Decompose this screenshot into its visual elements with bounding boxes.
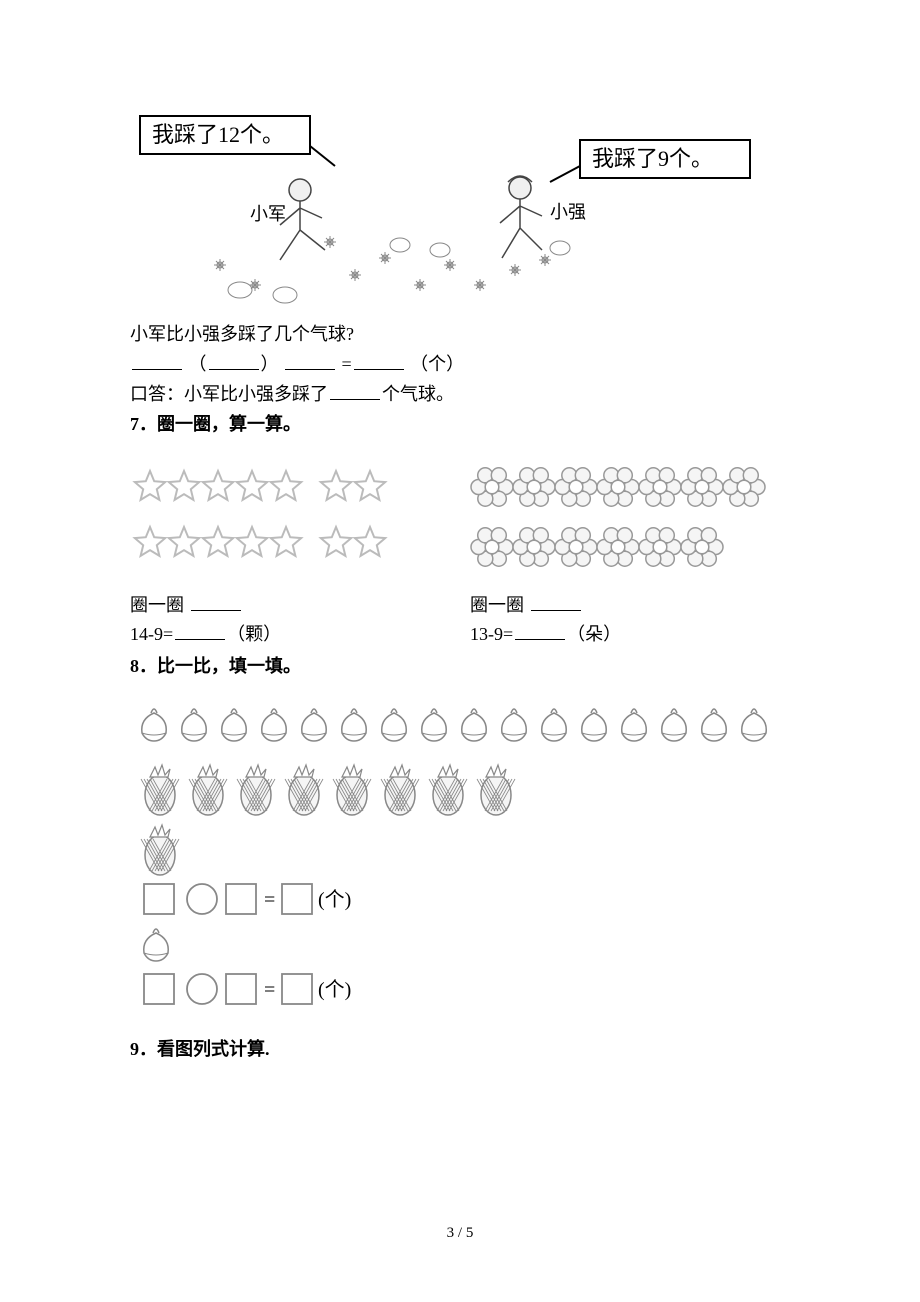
blank[interactable] bbox=[330, 381, 380, 400]
q6-question: 小军比小强多踩了几个气球? bbox=[130, 321, 790, 349]
svg-text:我踩了12个。: 我踩了12个。 bbox=[152, 122, 284, 147]
q9-heading: 9．看图列式计算. bbox=[130, 1036, 790, 1064]
svg-text:小军: 小军 bbox=[250, 204, 286, 224]
blank[interactable] bbox=[515, 621, 565, 640]
page-footer: 3 / 5 bbox=[0, 1225, 920, 1242]
q6-equation: （） = （个） bbox=[130, 351, 790, 379]
svg-text:=: = bbox=[264, 979, 275, 1001]
svg-text:小强: 小强 bbox=[550, 202, 586, 222]
q7-stars bbox=[130, 457, 450, 582]
blank[interactable] bbox=[175, 621, 225, 640]
blank[interactable] bbox=[285, 351, 335, 370]
q7-right-expr: 13-9=（朵） bbox=[470, 621, 790, 649]
kid-right: 小强 bbox=[500, 176, 586, 258]
q8-heading: 8．比一比，填一填。 bbox=[130, 653, 790, 681]
blank[interactable] bbox=[531, 592, 581, 611]
speech-bubble-left: 我踩了12个。 bbox=[140, 116, 335, 166]
q6-illustration: 我踩了12个。 我踩了9个。 小军 小强 bbox=[130, 110, 790, 315]
blank[interactable] bbox=[132, 351, 182, 370]
blank[interactable] bbox=[191, 592, 241, 611]
svg-text:(个): (个) bbox=[318, 978, 351, 1001]
q7-flowers bbox=[470, 457, 790, 582]
q7-left-circle: 圈一圈 bbox=[130, 592, 450, 620]
svg-text:(个): (个) bbox=[318, 888, 351, 911]
blank[interactable] bbox=[209, 351, 259, 370]
q6-answer-line: 口答：小军比小强多踩了个气球。 bbox=[130, 381, 790, 409]
speech-bubble-right: 我踩了9个。 bbox=[550, 140, 750, 182]
svg-text:=: = bbox=[264, 889, 275, 911]
q7-heading: 7．圈一圈，算一算。 bbox=[130, 411, 790, 439]
svg-text:我踩了9个。: 我踩了9个。 bbox=[592, 146, 713, 171]
q8-illustration: = (个) = (个) bbox=[130, 699, 790, 1034]
q7-right-circle: 圈一圈 bbox=[470, 592, 790, 620]
balloons bbox=[214, 236, 570, 303]
kid-left: 小军 bbox=[250, 179, 325, 260]
q7-left-expr: 14-9=（颗） bbox=[130, 621, 450, 649]
blank[interactable] bbox=[354, 351, 404, 370]
